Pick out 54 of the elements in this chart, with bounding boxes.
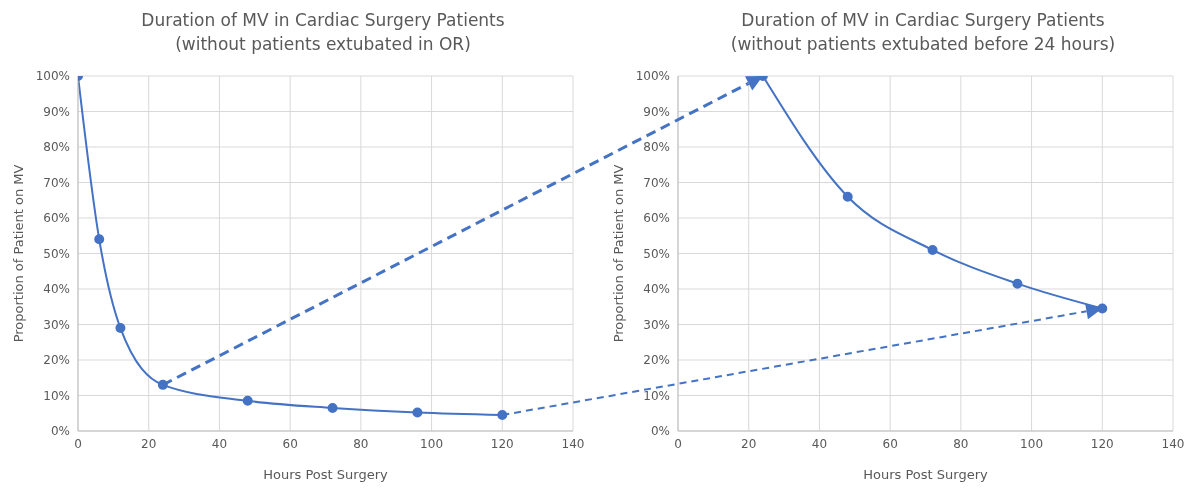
- y-tick-label: 80%: [43, 140, 70, 155]
- y-tick-label: 80%: [643, 140, 670, 155]
- y-tick-label: 100%: [635, 69, 670, 84]
- y-tick-label: 20%: [43, 353, 70, 368]
- x-tick-label: 0: [74, 436, 82, 451]
- y-tick-label: 60%: [643, 211, 670, 226]
- point: [1012, 278, 1023, 289]
- chart-subtitle: (without patients extubated before 24 hours): [729, 33, 1117, 56]
- x-tick-label: 120: [490, 436, 514, 451]
- y-tick-label: 50%: [643, 246, 670, 261]
- chart-title: Duration of MV in Cardiac Surgery Patients: [740, 9, 1106, 32]
- point: [927, 244, 938, 255]
- point: [242, 395, 253, 406]
- y-tick-label: 70%: [643, 175, 670, 190]
- x-tick-label: 80: [353, 436, 369, 451]
- x-tick-label: 20: [141, 436, 157, 451]
- point: [412, 407, 423, 418]
- y-tick-label: 0%: [50, 424, 70, 439]
- y-tick-label: 50%: [43, 246, 70, 261]
- x-axis-title: Hours Post Surgery: [263, 467, 389, 482]
- y-axis-title: Proportion of Patient on MV: [10, 164, 26, 343]
- x-tick-label: 0: [674, 436, 682, 451]
- y-axis-title: Proportion of Patient on MV: [610, 164, 626, 343]
- x-tick-label: 80: [953, 436, 969, 451]
- point: [327, 402, 338, 413]
- x-tick-label: 140: [1161, 436, 1185, 451]
- y-tick-label: 100%: [35, 69, 70, 84]
- y-tick-label: 10%: [643, 388, 670, 403]
- y-tick-label: 70%: [43, 175, 70, 190]
- y-tick-label: 30%: [643, 317, 670, 332]
- y-tick-label: 40%: [643, 282, 670, 297]
- x-tick-label: 60: [282, 436, 298, 451]
- x-tick-label: 100: [420, 436, 444, 451]
- point: [94, 234, 105, 245]
- point: [115, 323, 126, 334]
- x-tick-label: 100: [1020, 436, 1044, 451]
- chart-subtitle: (without patients extubated in OR): [174, 33, 472, 56]
- chart-title: Duration of MV in Cardiac Surgery Patients: [140, 9, 506, 32]
- y-tick-label: 30%: [43, 317, 70, 332]
- y-tick-label: 0%: [650, 424, 670, 439]
- x-tick-label: 40: [211, 436, 228, 451]
- y-tick-label: 10%: [43, 388, 70, 403]
- x-tick-label: 60: [882, 436, 898, 451]
- x-axis-title: Hours Post Surgery: [863, 467, 989, 482]
- y-tick-label: 60%: [43, 211, 70, 226]
- y-tick-label: 90%: [643, 104, 670, 119]
- x-tick-label: 120: [1090, 436, 1114, 451]
- point: [842, 191, 853, 202]
- x-tick-label: 20: [741, 436, 757, 451]
- x-tick-label: 140: [561, 436, 585, 451]
- x-tick-label: 40: [811, 436, 828, 451]
- y-tick-label: 40%: [43, 282, 70, 297]
- y-tick-label: 90%: [43, 104, 70, 119]
- y-tick-label: 20%: [643, 353, 670, 368]
